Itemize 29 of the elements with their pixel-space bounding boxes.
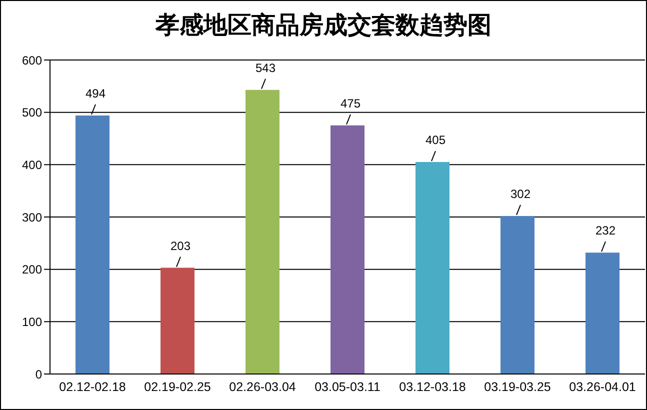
bar bbox=[586, 252, 620, 374]
data-label: 302 bbox=[510, 186, 531, 201]
x-tick-label: 03.26-04.01 bbox=[569, 380, 636, 394]
data-label: 475 bbox=[340, 96, 361, 110]
y-tick-label: 500 bbox=[22, 106, 42, 120]
data-label: 232 bbox=[595, 224, 616, 238]
y-tick-label: 0 bbox=[35, 367, 42, 382]
data-label: 405 bbox=[425, 133, 446, 148]
y-tick-label: 300 bbox=[22, 210, 42, 224]
data-label: 543 bbox=[255, 60, 276, 75]
y-tick-label: 200 bbox=[22, 262, 42, 277]
bar bbox=[416, 162, 450, 374]
x-tick-label: 03.12-03.18 bbox=[399, 380, 466, 394]
bar bbox=[500, 216, 534, 374]
bar bbox=[246, 90, 280, 374]
x-tick-label: 03.19-03.25 bbox=[484, 380, 551, 394]
bar bbox=[330, 125, 364, 374]
x-tick-label: 02.26-03.04 bbox=[229, 380, 296, 394]
y-tick-label: 100 bbox=[22, 314, 42, 329]
data-label: 203 bbox=[170, 238, 191, 253]
y-tick-label: 600 bbox=[22, 53, 42, 68]
y-tick-label: 400 bbox=[22, 158, 42, 172]
chart-title: 孝感地区商品房成交套数趋势图 bbox=[156, 10, 492, 39]
x-tick-label: 03.05-03.11 bbox=[314, 380, 380, 394]
data-label: 494 bbox=[85, 86, 106, 100]
bar bbox=[160, 268, 194, 374]
x-tick-label: 02.19-02.25 bbox=[144, 380, 211, 394]
x-tick-label: 02.12-02.18 bbox=[59, 380, 126, 394]
bar bbox=[76, 115, 110, 374]
